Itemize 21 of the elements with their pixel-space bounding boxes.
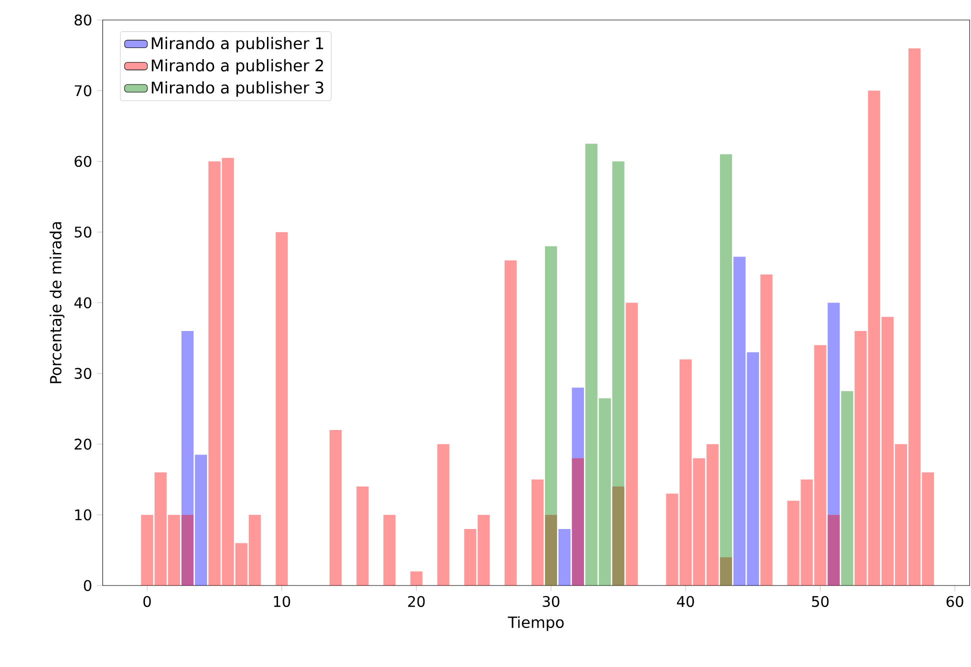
y-tick-label: 0 [84, 580, 92, 592]
legend-label: Mirando a publisher 2 [152, 59, 323, 75]
y-tick-label: 60 [74, 156, 92, 167]
x-tick-label: 60 [946, 596, 964, 608]
x-tick-label: 50 [812, 596, 829, 608]
x-tick-label: 10 [274, 596, 290, 608]
y-tick-label: 30 [74, 368, 92, 380]
y-axis-title: Porcentaje de mirada [50, 222, 64, 384]
x-axis-title: Tiempo [508, 616, 564, 632]
legend-label: Mirando a publisher 3 [152, 81, 324, 97]
y-tick-label: 70 [74, 85, 92, 96]
y-tick-label: 80 [74, 14, 92, 26]
x-tick-label: 30 [542, 596, 560, 608]
y-tick-label: 20 [74, 438, 92, 450]
y-tick-label: 10 [75, 509, 92, 520]
legend-label: Mirando a publisher 1 [152, 36, 324, 52]
y-tick-label: 50 [74, 226, 92, 238]
x-tick-label: 20 [408, 596, 425, 608]
x-tick-label: 40 [677, 596, 694, 608]
y-tick-label: 40 [74, 297, 92, 308]
x-tick-label: 0 [143, 596, 151, 608]
